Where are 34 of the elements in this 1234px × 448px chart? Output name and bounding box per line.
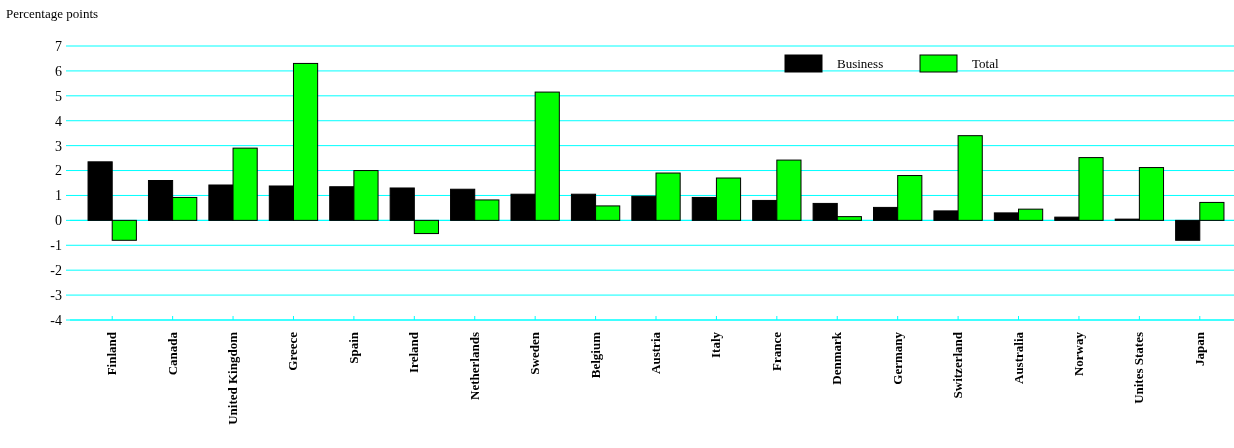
x-tick-label: Spain (345, 331, 361, 364)
y-tick-label: 0 (55, 213, 62, 229)
x-tick-label: Norway (1070, 331, 1086, 377)
x-tick-label: Belgium (587, 331, 603, 379)
y-tick-label: 6 (55, 63, 62, 79)
x-tick-label: Finland (104, 331, 120, 376)
legend-label: Total (972, 56, 999, 71)
y-tick-label: -4 (50, 312, 62, 328)
x-tick-label: Denmark (829, 331, 845, 385)
y-tick-label: 3 (55, 138, 62, 154)
y-tick-label: 7 (55, 38, 62, 54)
y-axis-title: Percentage points (6, 6, 99, 21)
x-tick-label: Australia (1010, 331, 1026, 384)
y-tick-label: -1 (50, 238, 62, 254)
x-tick-label: Japan (1191, 331, 1207, 366)
y-tick-label: -2 (50, 263, 62, 279)
y-tick-label: 5 (55, 88, 62, 104)
x-tick-label: Sweden (527, 331, 543, 375)
x-tick-label: Switzerland (950, 331, 966, 399)
x-tick-label: Austria (648, 331, 663, 374)
x-tick-label: Canada (164, 331, 180, 376)
x-tick-label: Netherlands (466, 332, 482, 400)
x-tick-label: Ireland (406, 331, 422, 373)
x-tick-label: Italy (708, 331, 724, 358)
y-tick-label: -3 (50, 287, 62, 303)
x-tick-label: United Kingdom (225, 331, 241, 425)
y-tick-label: 1 (55, 188, 62, 204)
y-tick-label: 4 (55, 113, 62, 129)
legend-label: Business (837, 56, 884, 71)
x-tick-label: Unites States (1131, 332, 1147, 404)
x-tick-label: Greece (285, 331, 301, 371)
x-tick-label: France (768, 331, 784, 371)
x-tick-label: Germany (889, 331, 905, 385)
y-tick-label: 2 (55, 163, 62, 179)
